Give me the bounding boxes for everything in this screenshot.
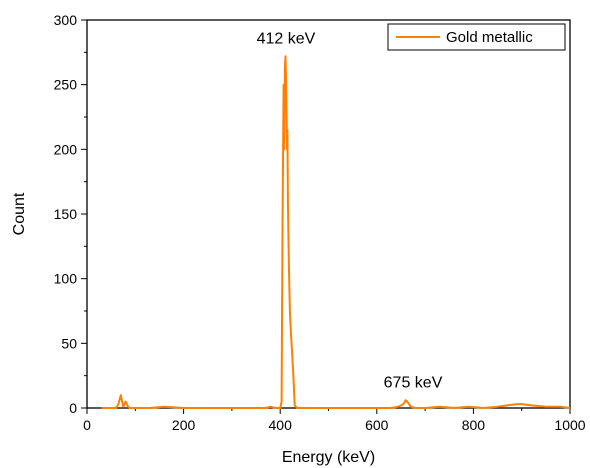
y-axis-title: Count [11,192,28,235]
annotation-peak-675: 675 keV [384,374,443,391]
y-tick-label: 200 [54,141,78,157]
x-tick-label: 0 [83,417,91,433]
annotation-peak-412: 412 keV [257,30,316,47]
series-line-gold-metallic [101,55,571,409]
plot-border [86,19,571,409]
y-tick-label: 300 [54,12,78,28]
y-tick-label: 150 [54,206,78,222]
y-tick-label: 100 [54,271,78,287]
y-tick-label: 250 [54,77,78,93]
x-axis-title: Energy (keV) [282,449,375,466]
y-axis-ticks: 0 50 100 150 200 250 300 [54,12,87,416]
plot-frame [86,19,571,409]
x-tick-label: 800 [462,417,486,433]
y-tick-label: 50 [61,335,77,351]
legend: Gold metallic [387,23,566,51]
x-tick-label: 600 [365,417,389,433]
x-tick-label: 200 [172,417,196,433]
x-tick-label: 1000 [554,417,585,433]
y-tick-label: 0 [69,400,77,416]
legend-label-gold-metallic: Gold metallic [446,29,533,46]
x-axis-ticks: 0 200 400 600 800 1000 [83,408,586,433]
x-tick-label: 400 [269,417,293,433]
